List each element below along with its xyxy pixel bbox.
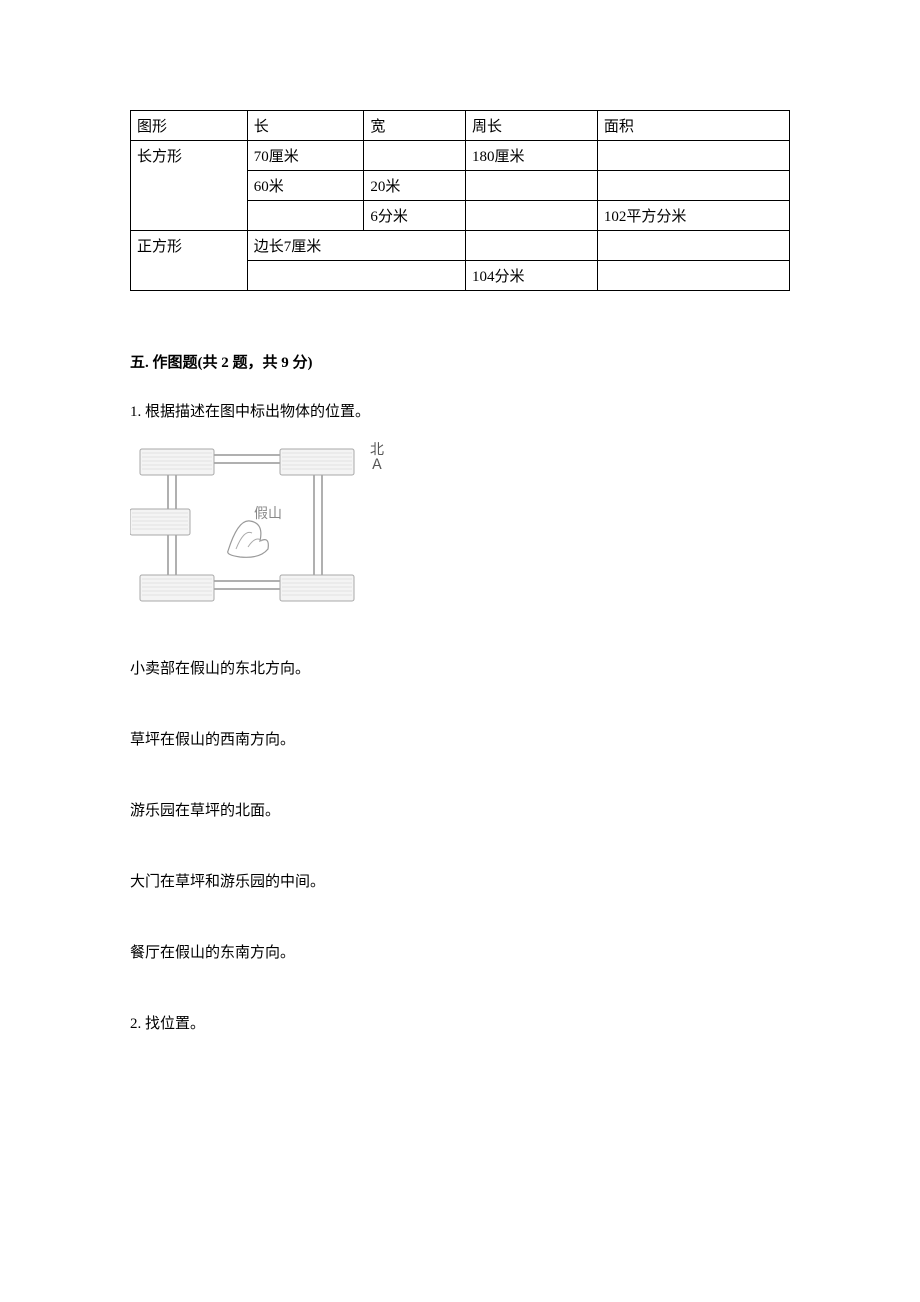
question-2-intro: 2. 找位置。 xyxy=(130,1012,790,1033)
cell-area xyxy=(597,261,789,291)
col-header-area: 面积 xyxy=(597,111,789,141)
cell-perimeter xyxy=(466,231,598,261)
map-diagram: 北 Ａ 假山 xyxy=(130,441,390,621)
cell-area xyxy=(597,171,789,201)
q1-line: 小卖部在假山的东北方向。 xyxy=(130,657,790,678)
cell-length: 70厘米 xyxy=(247,141,364,171)
map-svg xyxy=(130,441,366,611)
cell-perimeter: 104分米 xyxy=(466,261,598,291)
north-arrow-icon: Ａ xyxy=(370,458,384,473)
cell-perimeter xyxy=(466,171,598,201)
cell-side xyxy=(247,261,465,291)
cell-area xyxy=(597,141,789,171)
cell-length: 60米 xyxy=(247,171,364,201)
col-header-perimeter: 周长 xyxy=(466,111,598,141)
cell-width: 20米 xyxy=(364,171,466,201)
col-header-length: 长 xyxy=(247,111,364,141)
table-row: 长方形 70厘米 180厘米 xyxy=(131,141,790,171)
cell-shape: 正方形 xyxy=(131,231,248,291)
cell-area xyxy=(597,231,789,261)
cell-shape: 长方形 xyxy=(131,141,248,231)
question-1-intro: 1. 根据描述在图中标出物体的位置。 xyxy=(130,400,790,421)
shapes-table: 图形 长 宽 周长 面积 长方形 70厘米 180厘米 60米 20米 6分米 … xyxy=(130,110,790,291)
table-row: 正方形 边长7厘米 xyxy=(131,231,790,261)
cell-side: 边长7厘米 xyxy=(247,231,465,261)
cell-width xyxy=(364,141,466,171)
cell-area: 102平方分米 xyxy=(597,201,789,231)
col-header-width: 宽 xyxy=(364,111,466,141)
col-header-shape: 图形 xyxy=(131,111,248,141)
q1-line: 大门在草坪和游乐园的中间。 xyxy=(130,870,790,891)
north-indicator: 北 Ａ xyxy=(370,443,384,474)
section-heading: 五. 作图题(共 2 题，共 9 分) xyxy=(130,351,790,372)
cell-length xyxy=(247,201,364,231)
q1-line: 草坪在假山的西南方向。 xyxy=(130,728,790,749)
cell-width: 6分米 xyxy=(364,201,466,231)
cell-perimeter: 180厘米 xyxy=(466,141,598,171)
rockery-label: 假山 xyxy=(254,503,282,523)
north-text: 北 xyxy=(370,443,384,458)
q1-line: 游乐园在草坪的北面。 xyxy=(130,799,790,820)
q1-line: 餐厅在假山的东南方向。 xyxy=(130,941,790,962)
cell-perimeter xyxy=(466,201,598,231)
